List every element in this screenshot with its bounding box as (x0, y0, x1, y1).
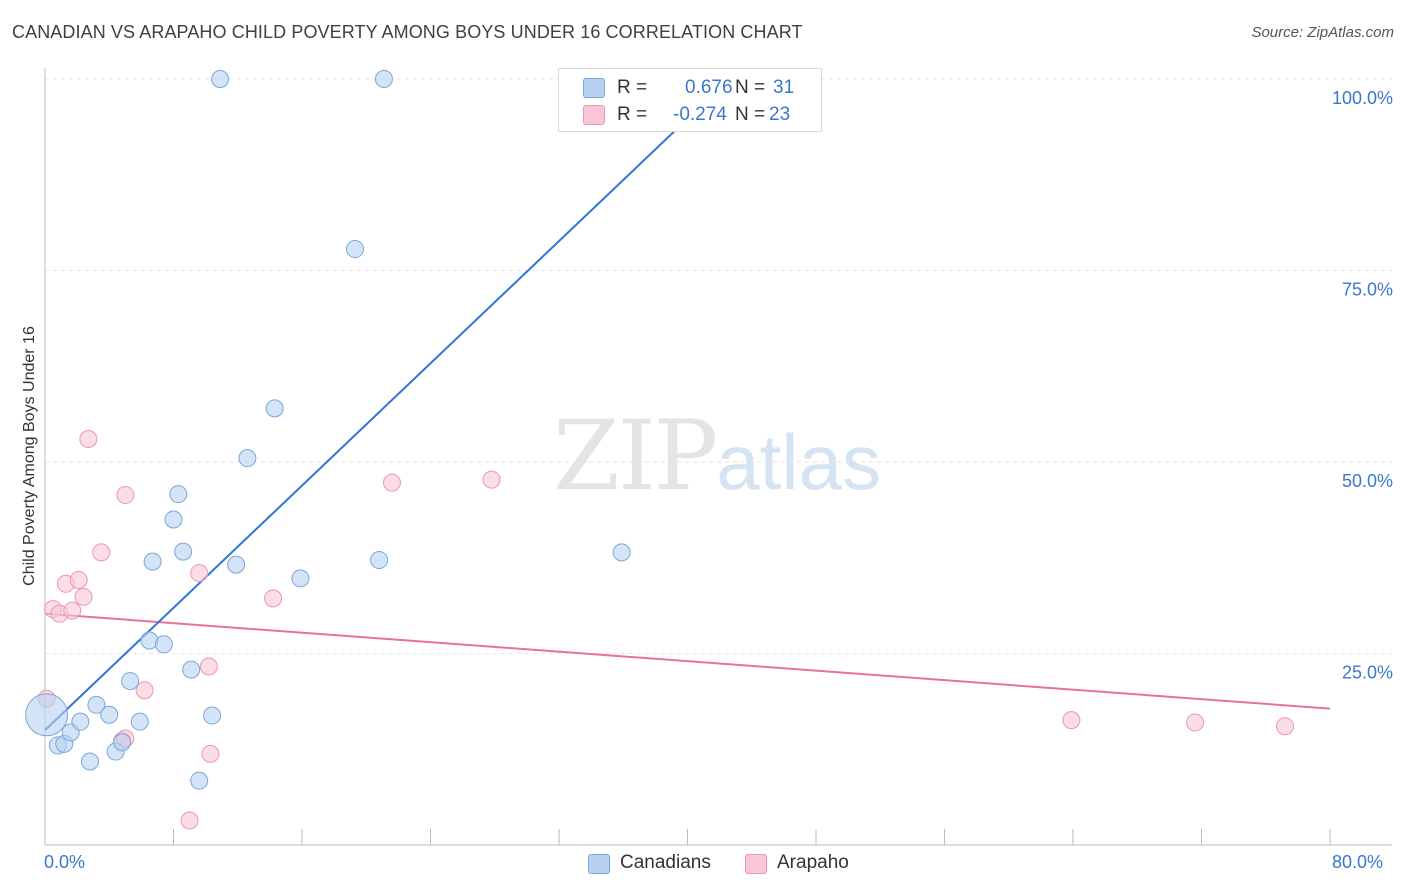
canadians-point (182, 660, 201, 679)
canadians-point (291, 569, 310, 588)
arapaho-point (79, 430, 98, 449)
trend-lines (44, 116, 1331, 731)
arapaho-point (63, 601, 82, 620)
canadians-point (169, 485, 188, 504)
canadians-point (164, 510, 183, 529)
canadians-point (265, 399, 284, 418)
arapaho-point (482, 470, 501, 489)
r-label: R = (617, 104, 648, 125)
r-value: -0.274 (673, 104, 727, 125)
canadians-point (227, 555, 246, 574)
y-tick-label: 25.0% (1342, 663, 1393, 683)
arapaho-point (92, 543, 111, 562)
canadians-point (174, 542, 193, 561)
n-value: 31 (773, 77, 795, 98)
legend-label: Canadians (620, 852, 711, 873)
arapaho-point (1276, 717, 1295, 736)
canadians-point (374, 70, 393, 88)
y-tick-label: 75.0% (1342, 280, 1393, 300)
arapaho-swatch (745, 854, 767, 874)
canadians-point (80, 752, 99, 771)
arapaho-trend-line (44, 612, 1331, 710)
arapaho-point (1062, 711, 1081, 730)
y-axis-label: Child Poverty Among Boys Under 16 (21, 326, 38, 586)
y-tick-labels: 25.0% 50.0% 75.0% 100.0% (1332, 88, 1393, 683)
canadians-swatch (588, 854, 610, 874)
arapaho-swatch (583, 105, 605, 125)
canadians-point (113, 733, 132, 752)
canadians-point (87, 695, 106, 714)
canadians-point (190, 771, 209, 790)
arapaho-point (190, 564, 209, 583)
arapaho-point (264, 589, 283, 608)
source-label: Source: ZipAtlas.com (1251, 24, 1394, 41)
canadians-trend-line (44, 116, 690, 731)
n-label: N = (735, 104, 766, 125)
x-tick-label-max: 80.0% (1332, 852, 1384, 872)
n-value: 23 (769, 104, 791, 125)
series-legend: Canadians Arapaho (0, 852, 1406, 878)
arapaho-point (135, 681, 154, 700)
canadians-point (100, 705, 119, 724)
arapaho-point (74, 587, 93, 606)
canadians-point (25, 693, 69, 737)
arapaho-point (116, 485, 135, 504)
legend-row-arapaho: R = -0.274 N = 23 (583, 101, 813, 127)
arapaho-point (201, 744, 220, 763)
canadians-point (346, 240, 365, 259)
arapaho-point (1186, 713, 1205, 732)
y-tick-label: 100.0% (1332, 88, 1393, 108)
arapaho-point (69, 570, 88, 589)
n-label: N = (735, 77, 766, 98)
chart-title: CANADIAN VS ARAPAHO CHILD POVERTY AMONG … (12, 22, 803, 42)
canadians-point (130, 712, 149, 731)
gridlines (45, 78, 1392, 654)
canadians-point (71, 712, 90, 731)
r-value: 0.676 (685, 77, 733, 98)
y-tick-label: 50.0% (1342, 471, 1393, 491)
x-tick-label-min: 0.0% (44, 852, 86, 872)
legend-row-canadians: R = 0.676 N = 31 (583, 74, 813, 100)
canadians-point (121, 672, 140, 691)
canadians-point (612, 543, 631, 562)
r-label: R = (617, 77, 648, 98)
legend-label: Arapaho (777, 852, 849, 873)
canadians-point (154, 635, 173, 654)
canadians-point (143, 552, 162, 571)
canadians-swatch (583, 78, 605, 98)
data-points (25, 70, 1295, 830)
watermark-zip: ZIP (553, 400, 718, 512)
arapaho-point (199, 657, 218, 676)
arapaho-point (180, 811, 199, 830)
canadians-point (211, 70, 230, 88)
correlation-legend: R = 0.676 N = 31 R = -0.274 N = 23 (558, 68, 822, 132)
canadians-point (238, 449, 257, 468)
arapaho-point (382, 473, 401, 492)
canadians-point (203, 706, 222, 725)
canadians-point (370, 551, 389, 570)
